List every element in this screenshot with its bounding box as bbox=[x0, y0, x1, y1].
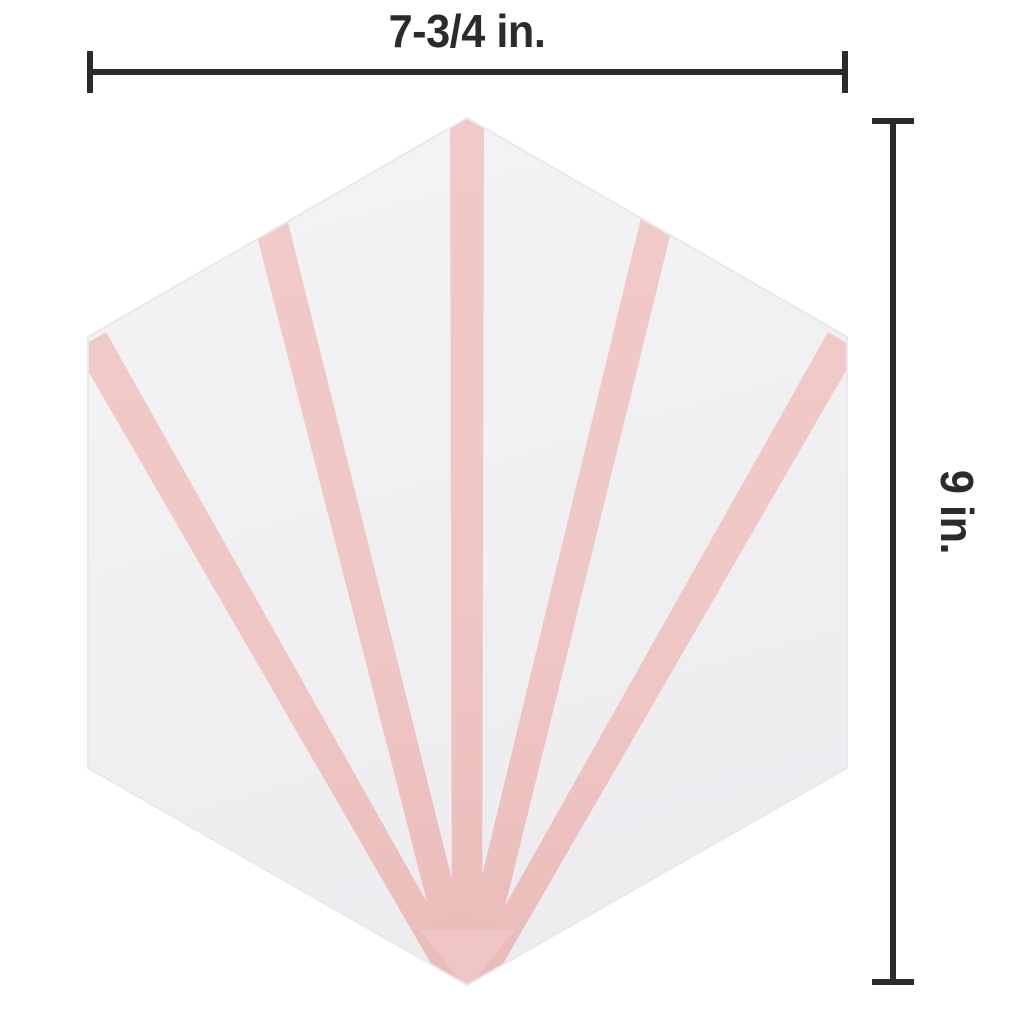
ray-4-right-icon bbox=[452, 218, 672, 985]
ray-1-far-left-icon bbox=[88, 332, 482, 985]
ray-2-left-icon bbox=[256, 222, 482, 985]
width-dimension-line bbox=[87, 51, 848, 93]
hexagon-tile bbox=[87, 116, 848, 987]
hexagon-rim bbox=[87, 116, 848, 987]
width-dimension-label: 7-3/4 in. bbox=[388, 5, 546, 57]
dimension-lines bbox=[87, 51, 914, 985]
ray-5-far-right-icon bbox=[452, 332, 847, 985]
height-dimension-label-text: 9 in. bbox=[930, 469, 983, 555]
height-dimension-line bbox=[872, 118, 914, 985]
ray-convergence-wedge bbox=[420, 930, 514, 985]
height-dimension-label: 9 in. bbox=[884, 0, 1024, 1024]
ray-3-center-icon bbox=[450, 118, 484, 985]
sunburst-fan bbox=[88, 118, 847, 985]
